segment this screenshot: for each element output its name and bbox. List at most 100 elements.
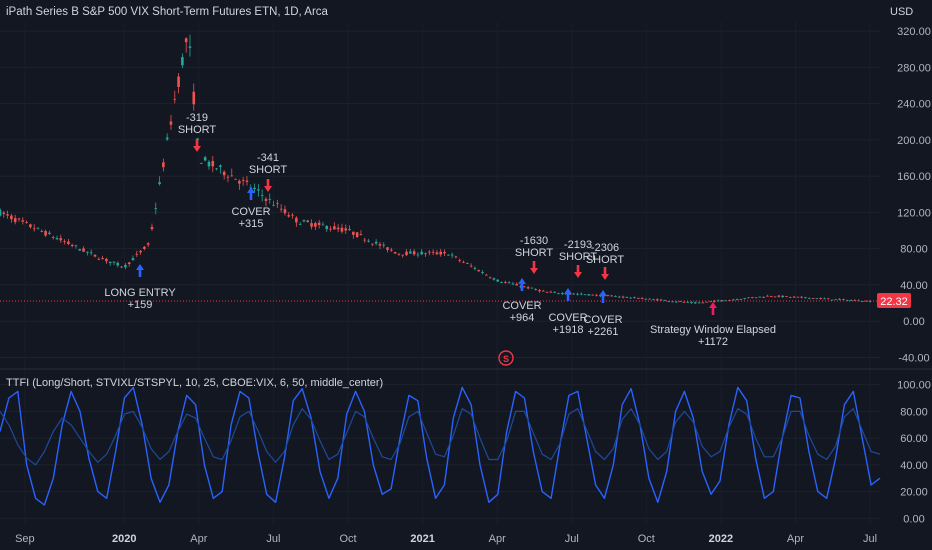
candle-body [853, 300, 857, 301]
arrow-down-icon [601, 267, 609, 280]
candle-body [587, 294, 591, 296]
candle-body [473, 267, 477, 269]
candle-body [625, 296, 629, 298]
price-tick-label: 200.00 [897, 135, 931, 147]
annotation-label: COVER [231, 206, 270, 218]
candle-body [488, 277, 492, 279]
candle-body [177, 76, 180, 87]
indicator-tick-label: 80.00 [900, 406, 928, 418]
candle-body [842, 299, 845, 300]
candle-body [826, 298, 830, 300]
candle-body [515, 284, 519, 286]
candle-body [158, 182, 161, 185]
candle-body [2, 212, 6, 214]
candle-body [629, 297, 632, 299]
candle-body [530, 287, 534, 289]
candle-body [234, 178, 237, 180]
candle-body [416, 254, 420, 256]
candle-body [226, 176, 230, 178]
annotation-label: LONG ENTRY [104, 287, 176, 299]
candle-body [485, 274, 488, 276]
candle-body [283, 209, 287, 214]
candle-body [203, 157, 207, 161]
annotation-label: +315 [239, 218, 264, 230]
annotation-label: SHORT [559, 251, 598, 263]
candle-body [257, 189, 260, 191]
candle-body [241, 179, 245, 181]
candle-body [538, 290, 541, 292]
time-tick-label: Jul [266, 533, 280, 545]
candle-body [378, 244, 382, 246]
candle-body [13, 218, 17, 223]
candle-body [861, 301, 864, 303]
price-axis[interactable]: 320.00 280.00 240.00 200.00 160.00 120.00 80.0… [897, 26, 931, 364]
candle-body [268, 198, 272, 200]
candle-body [663, 300, 667, 301]
candle-body [800, 296, 803, 298]
candle-body [659, 299, 663, 301]
candle-body [219, 165, 222, 167]
price-tick-label: 40.00 [900, 280, 928, 292]
arrow-up-icon [564, 288, 572, 301]
candle-body [777, 295, 781, 297]
arrow-up-icon [599, 290, 607, 303]
candle-body [443, 251, 446, 254]
candle-body [101, 257, 104, 259]
candle-body [561, 293, 564, 294]
price-tick-label: 80.00 [900, 244, 928, 256]
indicator-tick-label: 0.00 [903, 513, 924, 525]
candle-body [819, 298, 822, 299]
time-axis[interactable]: Sep 2020 Apr Jul Oct 2021 Apr Jul Oct 2022 Apr Jul [15, 533, 877, 545]
candle-body [272, 205, 275, 207]
candle-body [70, 244, 74, 246]
candle-body [105, 258, 108, 262]
candle-body [754, 297, 758, 299]
candle-body [785, 296, 788, 297]
candle-body [200, 163, 203, 164]
indicator-axis[interactable]: 100.00 80.00 60.00 40.00 20.00 0.00 [897, 380, 931, 526]
annotation-label: SHORT [178, 124, 217, 136]
candle-body [165, 137, 169, 140]
candle-body [864, 300, 868, 302]
arrow-up-icon [709, 302, 717, 315]
candle-body [830, 299, 834, 301]
candle-body [390, 249, 393, 251]
candle-body [211, 160, 215, 167]
candle-body [420, 251, 424, 255]
candle-body [621, 296, 625, 298]
candle-body [549, 291, 553, 293]
price-tick-label: -40.00 [898, 352, 929, 364]
candle-body [412, 251, 416, 255]
annotation-label: SHORT [586, 254, 625, 266]
candle-body [181, 57, 184, 66]
candle-body [674, 301, 678, 303]
candle-body [93, 254, 97, 257]
candle-body [124, 264, 127, 268]
arrow-down-icon [530, 261, 538, 274]
indicator-series-line [0, 408, 881, 466]
candle-body [739, 299, 743, 301]
arrow-up-icon [136, 264, 144, 277]
strategy-s-badge[interactable]: S [498, 350, 514, 366]
candle-body [44, 231, 47, 236]
candle-body [367, 240, 370, 242]
candle-body [6, 214, 9, 216]
candle-body [143, 246, 146, 249]
candle-body [526, 287, 530, 289]
grid-lines [0, 22, 880, 525]
candle-body [48, 232, 51, 235]
candle-body [439, 251, 443, 255]
candle-body [845, 300, 849, 301]
candle-body [849, 300, 853, 301]
candle-body [750, 297, 754, 299]
candle-body [781, 295, 784, 298]
candle-body [686, 301, 689, 303]
price-candles [0, 34, 872, 305]
candle-body [21, 220, 25, 222]
candle-body [276, 203, 279, 205]
candle-body [67, 241, 70, 245]
